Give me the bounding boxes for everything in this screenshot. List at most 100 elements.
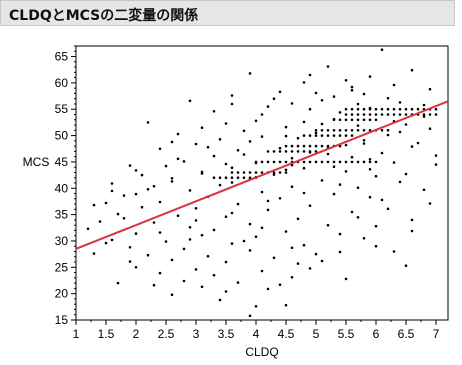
data-point [194, 207, 198, 210]
data-point [266, 287, 270, 291]
data-point [302, 243, 306, 247]
data-point [254, 305, 258, 308]
data-point [128, 260, 132, 263]
data-point [362, 107, 366, 111]
data-point [284, 144, 288, 148]
data-point [356, 118, 360, 122]
data-point [368, 160, 372, 164]
data-point [158, 231, 162, 234]
x-axis-label: CLDQ [245, 345, 278, 359]
data-point [362, 139, 366, 142]
data-point [302, 166, 306, 170]
data-point [308, 267, 312, 270]
data-point [350, 113, 354, 116]
data-point [380, 198, 384, 202]
data-point [266, 199, 270, 203]
data-point [326, 129, 330, 132]
data-point [410, 218, 414, 222]
data-point [332, 129, 336, 132]
data-point [152, 283, 156, 287]
data-point [422, 103, 426, 107]
data-point [212, 110, 216, 113]
data-point [212, 154, 216, 158]
data-point [242, 239, 246, 243]
data-point [188, 189, 192, 192]
data-point [344, 160, 348, 164]
x-tick-label: 4 [253, 327, 260, 341]
data-point [170, 258, 174, 262]
data-point [176, 157, 180, 161]
x-tick-label: 3 [193, 327, 200, 341]
data-point [338, 111, 342, 114]
data-point [248, 72, 252, 75]
x-tick-label: 4.5 [278, 327, 295, 341]
data-point [248, 171, 252, 174]
data-point [308, 134, 312, 137]
data-point [320, 134, 324, 137]
data-point [182, 160, 186, 163]
data-point [326, 144, 330, 148]
data-point [194, 142, 198, 146]
data-point [404, 107, 408, 111]
data-point [230, 181, 234, 184]
data-point [296, 136, 300, 140]
x-tick-label: 7 [433, 327, 440, 341]
data-point [392, 113, 396, 116]
data-point [308, 144, 312, 148]
data-point [338, 160, 342, 164]
data-point [194, 268, 198, 271]
data-point [356, 124, 360, 127]
data-point [224, 215, 228, 218]
data-point [344, 143, 348, 147]
data-point [296, 144, 300, 148]
data-point [236, 281, 240, 284]
data-point [380, 48, 384, 51]
data-point [398, 130, 402, 134]
data-point [422, 188, 426, 192]
data-point [248, 140, 252, 143]
data-point [434, 113, 438, 116]
data-point [92, 203, 96, 207]
x-tick-label: 5.5 [338, 327, 355, 341]
data-point [194, 219, 198, 222]
data-point [122, 217, 126, 220]
data-point [332, 165, 336, 168]
data-point [308, 150, 312, 153]
data-point [254, 160, 258, 164]
data-point [182, 247, 186, 251]
data-point [368, 75, 372, 78]
y-tick-label: 35 [55, 208, 69, 222]
data-point [374, 107, 378, 111]
data-point [218, 138, 222, 141]
data-point [206, 145, 210, 149]
data-point [314, 129, 318, 132]
data-point [284, 230, 288, 233]
data-point [350, 89, 354, 92]
data-point [242, 153, 246, 156]
data-point [278, 150, 282, 153]
y-tick-label: 60 [55, 76, 69, 90]
data-point [110, 182, 114, 185]
data-point [338, 118, 342, 122]
data-point [260, 226, 264, 230]
data-point [392, 161, 396, 164]
data-point [320, 129, 324, 132]
data-point [308, 107, 312, 111]
data-point [266, 160, 270, 164]
y-tick-label: 55 [55, 102, 69, 116]
data-point [164, 240, 168, 243]
data-point [176, 214, 180, 217]
data-point [356, 129, 360, 132]
data-point [320, 99, 324, 102]
data-point [230, 171, 234, 174]
data-point [230, 102, 234, 106]
data-point [200, 170, 204, 174]
report-title-bar[interactable]: CLDQとMCSの二変量の関係 [0, 0, 455, 26]
data-point [314, 131, 318, 135]
data-point [362, 113, 366, 116]
data-point [362, 118, 366, 122]
data-point [374, 118, 378, 122]
data-point [320, 179, 324, 182]
data-point [302, 160, 306, 164]
